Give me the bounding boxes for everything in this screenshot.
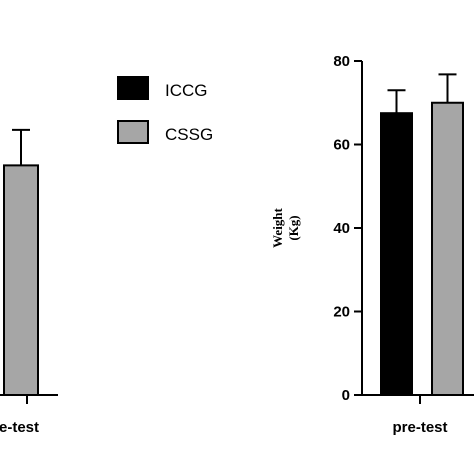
right-category-label: pre-test [392,419,447,436]
y-tick-label: 60 [333,137,350,154]
y-tick-label: 0 [342,387,350,404]
y-axis-label-line1: Weight [270,207,285,247]
legend: ICCG CSSG [117,76,213,144]
iccg-bar [380,112,413,396]
legend-label-iccg: ICCG [165,81,208,100]
legend-label-cssg: CSSG [165,125,213,144]
y-axis-label-line2: (Kg) [286,215,301,240]
right-panel: Weight (Kg) 0 20 40 60 80 pre-test [270,53,474,436]
right-bars [380,73,464,396]
y-axis-label: Weight (Kg) [270,207,301,247]
y-tick-label: 20 [333,304,350,321]
cssg-bar [431,101,464,396]
left-category-label: e-test [0,419,39,436]
left-bars [3,128,39,396]
legend-swatch-iccg [117,76,149,100]
legend-swatch-cssg [117,120,149,144]
y-tick-label: 80 [333,53,350,70]
left-panel: e-test [0,128,58,436]
y-axis-ticks: 0 20 40 60 80 [333,53,362,404]
y-tick-label: 40 [333,220,350,237]
left-cssg-bar [3,164,39,396]
